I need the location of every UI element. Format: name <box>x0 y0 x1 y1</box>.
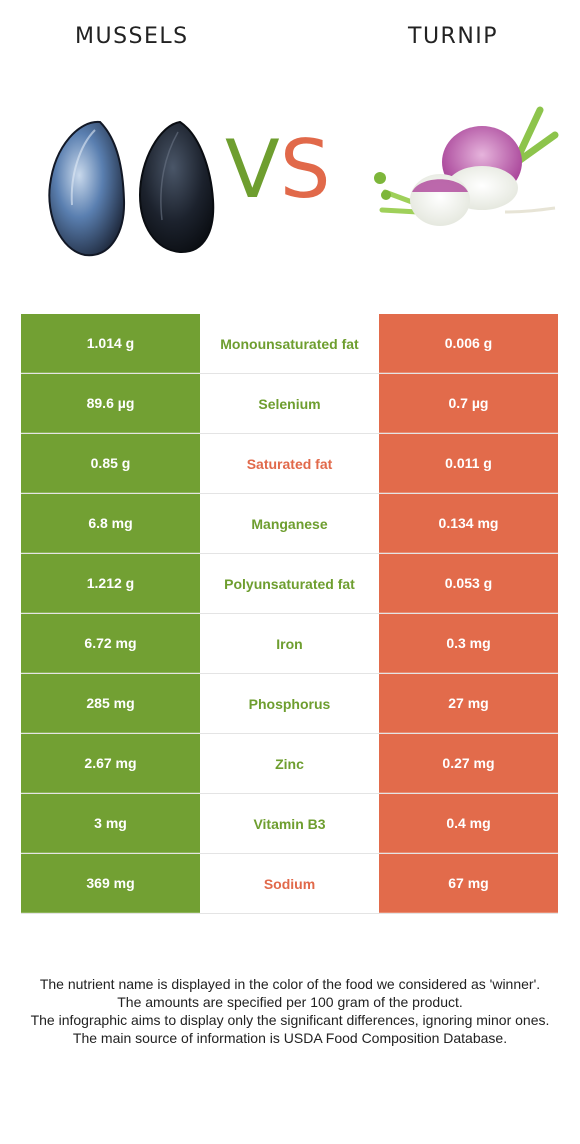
footnote-line: The nutrient name is displayed in the co… <box>39 976 541 992</box>
table-row: 1.212 g Polyunsaturated fat 0.053 g <box>21 554 558 614</box>
footnote-line: The main source of information is USDA F… <box>72 1030 508 1046</box>
turnip-value: 0.4 mg <box>379 794 558 853</box>
turnip-value: 67 mg <box>379 854 558 913</box>
nutrient-name: Phosphorus <box>200 674 379 733</box>
turnip-value: 27 mg <box>379 674 558 733</box>
left-food-title: MUSSELS <box>75 24 189 49</box>
turnip-value: 0.011 g <box>379 434 558 493</box>
mussels-value: 3 mg <box>21 794 200 853</box>
turnip-value: 0.053 g <box>379 554 558 613</box>
footnote-line: The amounts are specified per 100 gram o… <box>117 994 463 1010</box>
mussels-value: 0.85 g <box>21 434 200 493</box>
nutrient-name: Monounsaturated fat <box>200 314 379 373</box>
mussels-value: 369 mg <box>21 854 200 913</box>
table-row: 2.67 mg Zinc 0.27 mg <box>21 734 558 794</box>
mussel-shell-left-icon <box>48 120 126 257</box>
nutrient-name: Sodium <box>200 854 379 913</box>
footnote: The nutrient name is displayed in the co… <box>18 975 562 1047</box>
table-row: 3 mg Vitamin B3 0.4 mg <box>21 794 558 854</box>
mussels-value: 6.72 mg <box>21 614 200 673</box>
turnip-value: 0.27 mg <box>379 734 558 793</box>
mussels-value: 1.212 g <box>21 554 200 613</box>
comparison-table: 1.014 g Monounsaturated fat 0.006 g 89.6 µg… <box>21 314 558 914</box>
turnip-icon <box>374 106 559 226</box>
turnip-value: 0.7 µg <box>379 374 558 433</box>
table-row: 285 mg Phosphorus 27 mg <box>21 674 558 734</box>
footnote-line: The infographic aims to display only the… <box>30 1012 550 1028</box>
mussels-value: 1.014 g <box>21 314 200 373</box>
nutrient-name: Polyunsaturated fat <box>200 554 379 613</box>
table-row: 1.014 g Monounsaturated fat 0.006 g <box>21 314 558 374</box>
table-row: 0.85 g Saturated fat 0.011 g <box>21 434 558 494</box>
vs-label: VS <box>225 123 331 216</box>
nutrient-name: Selenium <box>200 374 379 433</box>
food-illustrations <box>48 106 559 257</box>
table-row: 369 mg Sodium 67 mg <box>21 854 558 914</box>
mussels-value: 285 mg <box>21 674 200 733</box>
mussels-value: 6.8 mg <box>21 494 200 553</box>
turnip-value: 0.3 mg <box>379 614 558 673</box>
mussels-value: 89.6 µg <box>21 374 200 433</box>
nutrient-name: Iron <box>200 614 379 673</box>
nutrient-name: Manganese <box>200 494 379 553</box>
nutrient-name: Vitamin B3 <box>200 794 379 853</box>
mussel-shell-right-icon <box>138 120 215 254</box>
table-row: 6.8 mg Manganese 0.134 mg <box>21 494 558 554</box>
turnip-value: 0.134 mg <box>379 494 558 553</box>
mussels-value: 2.67 mg <box>21 734 200 793</box>
nutrient-name: Saturated fat <box>200 434 379 493</box>
nutrient-name: Zinc <box>200 734 379 793</box>
right-food-title: TURNIP <box>408 24 499 49</box>
table-row: 89.6 µg Selenium 0.7 µg <box>21 374 558 434</box>
table-row: 6.72 mg Iron 0.3 mg <box>21 614 558 674</box>
turnip-value: 0.006 g <box>379 314 558 373</box>
